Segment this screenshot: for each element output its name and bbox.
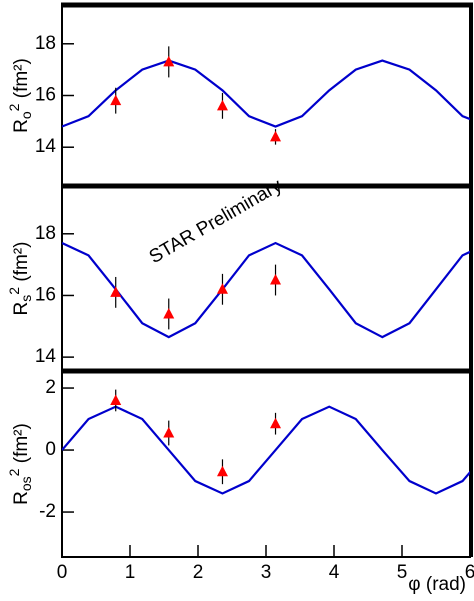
y-axis-label-part: R <box>11 491 32 505</box>
data-point <box>270 130 282 142</box>
panel-frame <box>61 185 471 372</box>
data-point <box>216 465 228 477</box>
x-axis-label: φ (rad) <box>408 574 466 595</box>
y-axis-label-part: (fm²) <box>11 423 32 468</box>
y-tick-label: 14 <box>35 346 57 367</box>
panel-frame <box>61 370 471 558</box>
y-tick-label: 16 <box>35 85 56 106</box>
x-tick-label: 0 <box>57 562 68 583</box>
data-point <box>270 417 282 429</box>
x-tick-label: 3 <box>261 562 272 583</box>
y-axis-label-part: 2 <box>6 287 22 295</box>
y-axis-label-part: R <box>11 302 32 316</box>
data-point <box>163 307 175 319</box>
y-tick-label: 2 <box>45 377 56 398</box>
y-axis-label-part: 2 <box>6 468 22 476</box>
panel-frame <box>61 4 471 187</box>
x-tick-label: 1 <box>125 562 136 583</box>
y-tick-label: 18 <box>35 33 56 54</box>
data-point <box>270 274 282 285</box>
y-axis-label-part: (fm²) <box>11 58 32 103</box>
data-point <box>163 55 175 67</box>
y-axis-label: Ros2 (fm²) <box>6 423 34 505</box>
y-tick-label: 18 <box>35 223 56 244</box>
model-line <box>62 405 470 495</box>
y-tick-label: 0 <box>45 439 56 460</box>
y-axis-label-part: (fm²) <box>11 242 32 287</box>
y-axis-label-part: s <box>18 295 34 302</box>
y-tick-label: 16 <box>35 284 56 305</box>
y-axis-label: Rs2 (fm²) <box>6 242 34 316</box>
data-point <box>110 94 122 106</box>
model-line <box>62 59 470 128</box>
model-line <box>62 241 470 339</box>
plot-area <box>62 46 470 145</box>
y-tick-label: -2 <box>39 501 56 522</box>
data-point <box>216 283 228 294</box>
data-point <box>216 99 228 111</box>
data-point <box>110 286 122 297</box>
x-tick-label: 4 <box>329 562 340 583</box>
y-axis-label-part: R <box>11 119 32 133</box>
x-tick-label: 6 <box>465 562 474 583</box>
y-tick-label: 14 <box>35 136 57 157</box>
x-tick-label: 2 <box>193 562 204 583</box>
plot-area <box>62 389 470 495</box>
annotation: STAR Preliminary <box>146 175 286 268</box>
data-point <box>163 427 175 438</box>
y-axis-label-part: o <box>18 111 34 119</box>
data-point <box>110 394 122 405</box>
plot-area <box>62 241 470 339</box>
y-axis-label-part: 2 <box>6 103 22 111</box>
y-axis-label: Ro2 (fm²) <box>6 58 34 133</box>
x-tick-label: 5 <box>397 562 408 583</box>
y-axis-label-part: os <box>18 476 34 491</box>
